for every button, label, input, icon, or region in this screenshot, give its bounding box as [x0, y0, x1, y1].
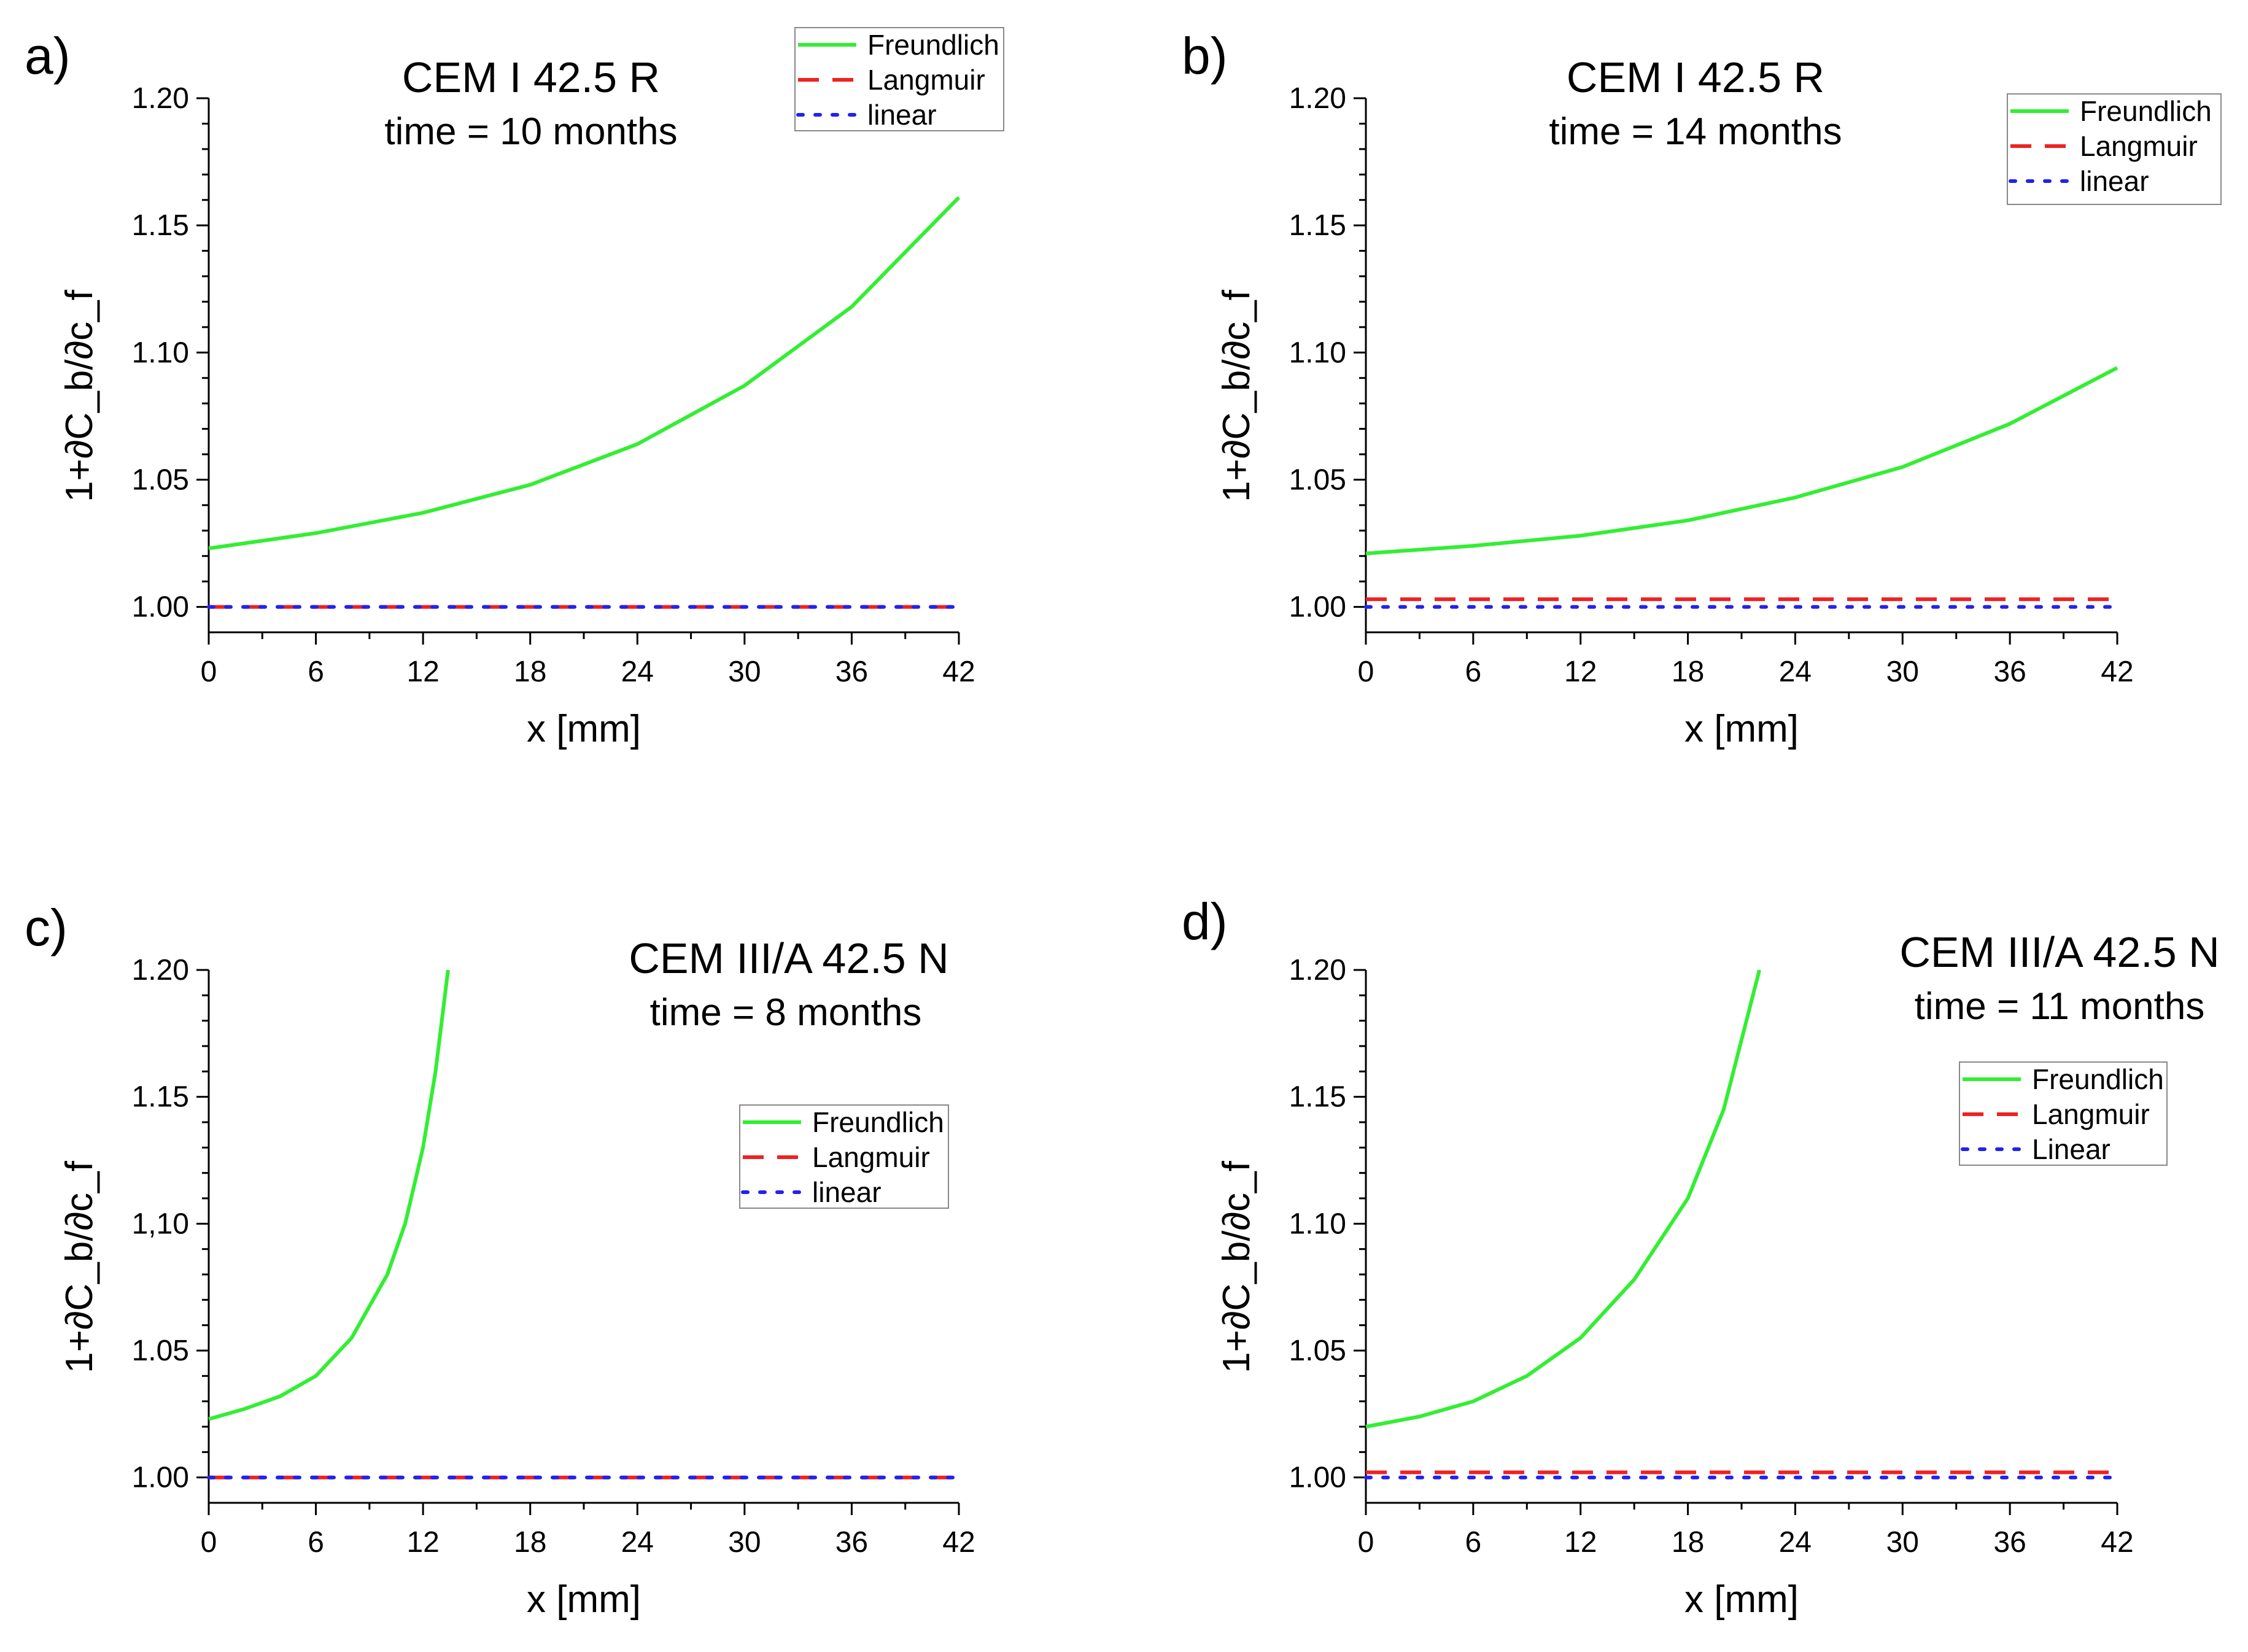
y-tick-label: 1.05	[1289, 463, 1346, 496]
chart-subtitle: time = 8 months	[650, 991, 922, 1034]
legend-label: Langmuir	[812, 1141, 930, 1173]
panel-letter: d)	[1182, 893, 1228, 950]
chart-subtitle: time = 14 months	[1549, 111, 1842, 153]
x-tick-label: 30	[728, 656, 761, 688]
x-axis-label: x [mm]	[527, 708, 641, 750]
y-axis-label: 1+∂C_b/∂c_f	[1215, 1160, 1258, 1373]
legend-label: Freundlich	[2032, 1063, 2164, 1095]
x-tick-label: 42	[942, 1526, 975, 1559]
legend-label: linear	[812, 1176, 882, 1208]
legend-label: Langmuir	[2032, 1098, 2150, 1130]
legend-label: Langmuir	[867, 64, 985, 96]
x-tick-label: 42	[2101, 656, 2133, 688]
chart-panel-3: c) CEM III/A 42.5 N time = 8 months 0 6 12 18 2…	[25, 899, 975, 1621]
chart-title: CEM III/A 42.5 N	[1899, 928, 2219, 976]
y-tick-label: 1.10	[1289, 336, 1346, 369]
x-tick-label: 24	[1779, 656, 1812, 688]
x-tick-label: 24	[621, 1526, 654, 1559]
y-tick-label: 1.10	[1289, 1208, 1346, 1240]
y-tick-label: 1.10	[132, 336, 189, 369]
series-line-freundlich	[208, 196, 961, 551]
x-tick-label: 42	[2101, 1526, 2133, 1559]
y-tick-label: 1.20	[1289, 954, 1346, 987]
chart-panel-1: a) CEM I 42.5 R time = 10 months 0 6 12 18 24 30…	[25, 27, 1004, 750]
x-tick-label: 12	[1564, 656, 1597, 688]
legend-label: Freundlich	[867, 29, 999, 61]
legend-label: Langmuir	[2080, 130, 2198, 162]
panel-letter: b)	[1182, 27, 1228, 85]
y-axis-label: 1+∂C_b/∂c_f	[58, 289, 101, 502]
chart-title: CEM I 42.5 R	[402, 53, 660, 101]
x-tick-label: 36	[1993, 1526, 2026, 1559]
x-tick-label: 6	[308, 1526, 324, 1559]
series-line-freundlich	[208, 969, 450, 1421]
y-tick-label: 1.20	[1289, 82, 1346, 115]
x-tick-label: 12	[406, 656, 439, 688]
x-tick-label: 0	[201, 1526, 217, 1559]
x-tick-label: 36	[835, 1526, 868, 1559]
chart-panel-2: b) CEM I 42.5 R time = 14 months 0 6 12 18 24 30…	[1182, 27, 2222, 750]
x-tick-label: 18	[514, 1526, 546, 1559]
x-tick-label: 12	[1564, 1526, 1597, 1559]
x-tick-label: 30	[1886, 656, 1919, 688]
x-tick-label: 0	[201, 656, 217, 688]
y-tick-label: 1.00	[1289, 591, 1346, 624]
x-axis-label: x [mm]	[1684, 708, 1799, 750]
legend-label: linear	[2080, 165, 2149, 197]
x-tick-label: 24	[621, 656, 654, 688]
x-tick-label: 30	[728, 1526, 761, 1559]
x-tick-label: 0	[1358, 656, 1374, 688]
y-tick-label: 1.15	[132, 209, 189, 242]
series-line-freundlich	[1365, 969, 1762, 1429]
y-tick-label: 1.15	[1289, 1081, 1346, 1114]
panel-letter: c)	[25, 899, 68, 956]
y-tick-label: 1.05	[132, 463, 189, 496]
y-tick-label: 1.00	[132, 591, 189, 624]
chart-title: CEM III/A 42.5 N	[629, 934, 948, 982]
x-tick-label: 18	[514, 656, 546, 688]
legend-label: Freundlich	[812, 1106, 944, 1138]
panel-letter: a)	[25, 27, 71, 85]
x-tick-label: 0	[1358, 1526, 1374, 1559]
x-tick-label: 12	[406, 1526, 439, 1559]
chart-panel-4: d) CEM III/A 42.5 N time = 11 months 0 6 12 18…	[1182, 893, 2220, 1621]
legend-label: linear	[867, 99, 937, 131]
y-tick-label: 1.00	[132, 1462, 189, 1494]
y-tick-label: 1.00	[1289, 1462, 1346, 1494]
chart-subtitle: time = 10 months	[384, 111, 677, 153]
x-axis-label: x [mm]	[1684, 1578, 1799, 1621]
x-tick-label: 42	[942, 656, 975, 688]
x-tick-label: 24	[1779, 1526, 1812, 1559]
x-tick-label: 6	[1465, 656, 1482, 688]
x-tick-label: 36	[1993, 656, 2026, 688]
y-axis-label: 1+∂C_b/∂c_f	[1215, 289, 1258, 502]
x-tick-label: 18	[1672, 656, 1704, 688]
y-axis-label: 1+∂C_b/∂c_f	[58, 1160, 101, 1373]
x-tick-label: 6	[308, 656, 324, 688]
x-tick-label: 6	[1465, 1526, 1482, 1559]
x-tick-label: 30	[1886, 1526, 1919, 1559]
y-tick-label: 1.05	[1289, 1335, 1346, 1367]
y-tick-label: 1.15	[132, 1081, 189, 1114]
legend-label: Linear	[2032, 1133, 2110, 1165]
y-tick-label: 1,10	[132, 1208, 189, 1240]
y-tick-label: 1.20	[132, 954, 189, 987]
chart-subtitle: time = 11 months	[1915, 985, 2205, 1028]
x-tick-label: 36	[835, 656, 868, 688]
y-tick-label: 1.05	[132, 1335, 189, 1367]
legend-label: Freundlich	[2080, 95, 2212, 127]
y-tick-label: 1.15	[1289, 209, 1346, 242]
x-tick-label: 18	[1672, 1526, 1704, 1559]
x-axis-label: x [mm]	[527, 1578, 641, 1621]
series-line-freundlich	[1365, 366, 2118, 556]
chart-title: CEM I 42.5 R	[1567, 53, 1824, 101]
y-tick-label: 1.20	[132, 82, 189, 115]
